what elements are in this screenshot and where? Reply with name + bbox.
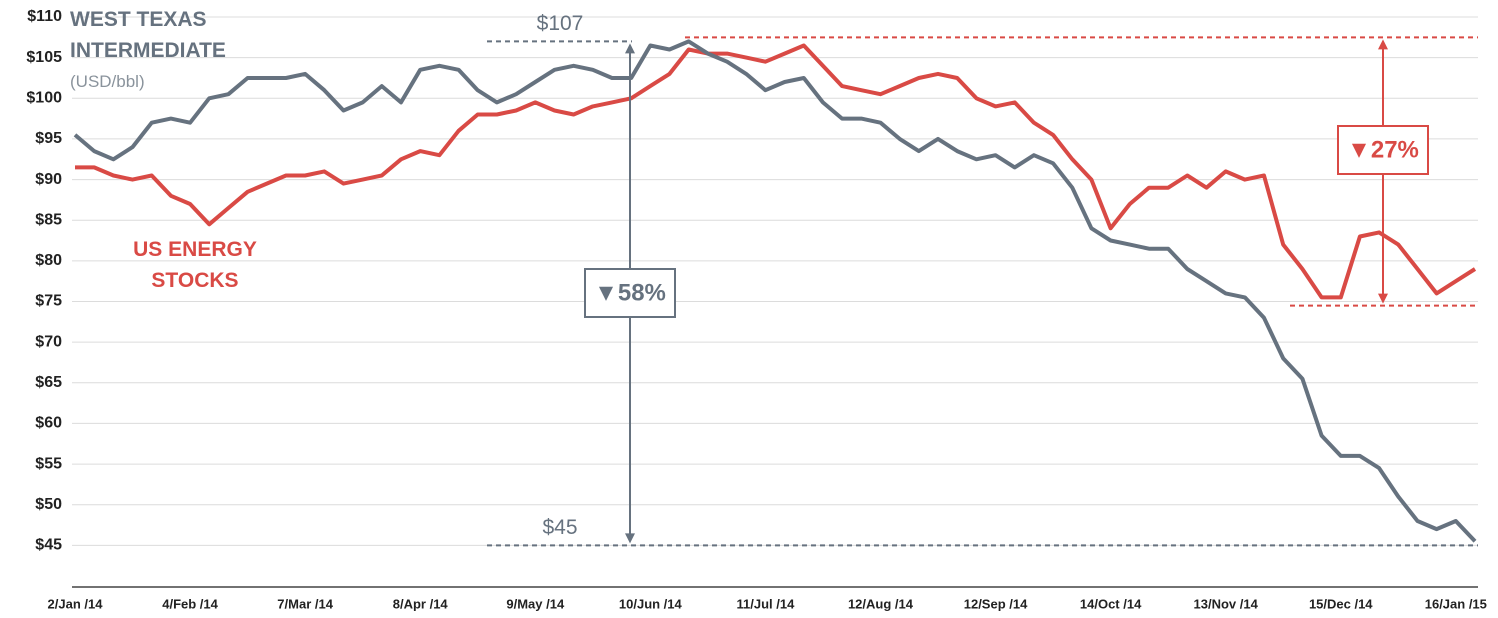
x-tick-label: 13/Nov /14 (1194, 596, 1259, 611)
y-tick-label: $55 (35, 455, 62, 472)
y-tick-label: $80 (35, 252, 62, 269)
reference-label: $107 (537, 12, 584, 35)
x-tick-label: 14/Oct /14 (1080, 596, 1142, 611)
x-tick-label: 16/Jan /15 (1425, 596, 1487, 611)
annotation-box (584, 268, 676, 318)
x-tick-label: 10/Jun /14 (619, 596, 683, 611)
series-label: WEST TEXAS INTERMEDIATE (70, 8, 226, 62)
y-tick-label: $95 (35, 130, 62, 147)
annotation-box (1337, 125, 1429, 175)
subtitle: (USD/bbl) (70, 72, 145, 91)
reference-label: $45 (542, 516, 577, 539)
x-tick-label: 12/Sep /14 (964, 596, 1028, 611)
x-tick-label: 2/Jan /14 (48, 596, 104, 611)
y-tick-label: $45 (35, 537, 62, 554)
x-tick-label: 12/Aug /14 (848, 596, 914, 611)
x-tick-label: 8/Apr /14 (393, 596, 449, 611)
y-tick-label: $105 (26, 49, 62, 66)
arrow-head (625, 43, 635, 54)
series-line (75, 43, 1477, 300)
annotation: ▼27% (1347, 136, 1419, 163)
x-tick-label: 4/Feb /14 (162, 596, 218, 611)
x-tick-label: 11/Jul /14 (736, 596, 795, 611)
y-tick-label: $70 (35, 333, 62, 350)
x-tick-label: 7/Mar /14 (277, 596, 333, 611)
y-tick-label: $50 (35, 496, 62, 513)
x-tick-label: 9/May /14 (506, 596, 565, 611)
y-tick-label: $75 (35, 293, 62, 310)
y-tick-label: $100 (26, 90, 62, 107)
x-tick-label: 15/Dec /14 (1309, 596, 1373, 611)
arrow-head (625, 533, 635, 544)
arrow-head (1378, 293, 1388, 304)
y-tick-label: $90 (35, 171, 62, 188)
y-tick-label: $85 (35, 211, 62, 228)
y-tick-label: $60 (35, 415, 62, 432)
series-label: US ENERGY STOCKS (133, 238, 257, 292)
y-tick-label: $65 (35, 374, 62, 391)
arrow-head (1378, 39, 1388, 50)
annotation: ▼58% (594, 279, 666, 306)
series-line (73, 39, 1477, 543)
y-tick-label: $110 (27, 8, 62, 25)
